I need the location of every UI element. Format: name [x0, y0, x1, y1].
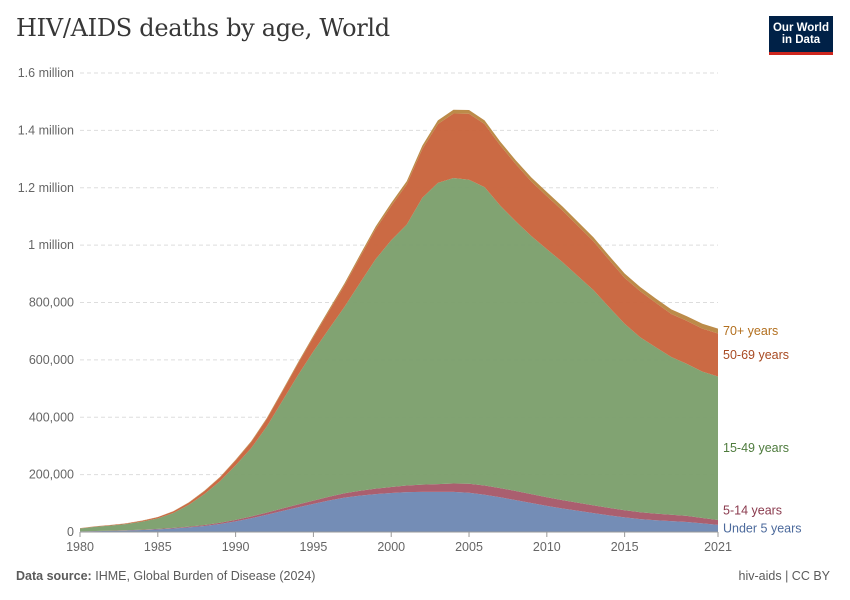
data-source-text: IHME, Global Burden of Disease (2024)	[95, 569, 316, 583]
chart-title: HIV/AIDS deaths by age, World	[16, 14, 390, 42]
x-tick-label: 2021	[704, 540, 732, 554]
legend-label-70-years[interactable]: 70+ years	[723, 324, 778, 338]
legend-label-15-49-years[interactable]: 15-49 years	[723, 441, 789, 455]
x-tick-label: 2000	[377, 540, 405, 554]
area-70-years[interactable]	[80, 109, 718, 529]
axis-layer: 0 200,000 400,000 600,000 800,000 1 million 1.…	[18, 66, 732, 554]
chart-slug-license[interactable]: hiv-aids | CC BY	[738, 569, 830, 583]
area-under-5-years[interactable]	[80, 491, 718, 532]
area-layer	[80, 109, 718, 532]
x-tick-label: 2005	[455, 540, 483, 554]
x-tick-label: 1980	[66, 540, 94, 554]
logo-line-2: in Data	[781, 34, 821, 46]
x-tick-label: 1995	[300, 540, 328, 554]
y-tick-label: 1 million	[28, 238, 74, 252]
logo-line-1: Our World	[772, 22, 829, 34]
legend-label-under-5-years[interactable]: Under 5 years	[723, 521, 802, 535]
x-tick-label: 2010	[533, 540, 561, 554]
y-tick-label: 400,000	[29, 410, 74, 424]
y-tick-label: 0	[67, 525, 74, 539]
y-tick-label: 600,000	[29, 353, 74, 367]
data-source: Data source: IHME, Global Burden of Dise…	[16, 569, 315, 583]
owid-logo[interactable]: Our World in Data	[769, 16, 833, 55]
area-15-49-years[interactable]	[80, 178, 718, 532]
legend-label-50-69-years[interactable]: 50-69 years	[723, 348, 789, 362]
y-tick-label: 800,000	[29, 296, 74, 310]
y-tick-label: 200,000	[29, 468, 74, 482]
x-tick-label: 2015	[611, 540, 639, 554]
data-source-label: Data source:	[16, 569, 92, 583]
x-tick-label: 1985	[144, 540, 172, 554]
area-5-14-years[interactable]	[80, 483, 718, 532]
legend-labels: Under 5 years 5-14 years 15-49 years 50-69 …	[723, 324, 802, 535]
x-tick-label: 1990	[222, 540, 250, 554]
y-tick-label: 1.2 million	[18, 181, 74, 195]
legend-label-5-14-years[interactable]: 5-14 years	[723, 503, 782, 517]
area-50-69-years[interactable]	[80, 113, 718, 529]
y-tick-label: 1.6 million	[18, 66, 74, 80]
y-tick-label: 1.4 million	[18, 123, 74, 137]
